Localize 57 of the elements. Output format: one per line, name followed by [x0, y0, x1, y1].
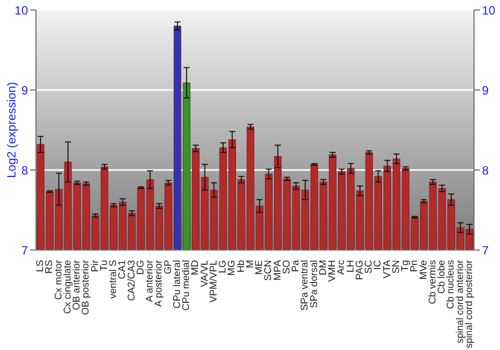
x-tick-label: MVe	[418, 259, 430, 280]
x-tick-label: LS	[35, 260, 46, 272]
x-tick-label: Pn	[409, 260, 420, 272]
x-tick-label: Pa	[290, 259, 302, 272]
x-tick-label: IC	[372, 260, 384, 270]
x-tick-label: CPu medial	[181, 260, 192, 311]
x-tick-label: DM	[318, 260, 329, 276]
x-tick-label: ventral S	[108, 260, 120, 299]
y-tick-label: 10	[14, 3, 28, 18]
x-tick-label: Tg	[400, 260, 412, 272]
x-tick-label: Tu	[98, 260, 110, 272]
x-tick-label: Cx motor	[53, 259, 64, 300]
x-tick-label: A posterior	[154, 259, 165, 307]
y2-tick-label: 10	[482, 3, 496, 18]
x-tick-label: LH	[345, 260, 356, 273]
x-tick-label: SPa dorsal	[308, 260, 320, 308]
x-tick-label: Cb vermis	[427, 260, 438, 304]
x-tick-label: MPA	[272, 260, 284, 281]
x-tick-label: M	[244, 260, 256, 268]
x-tick-label: Cb nucleus	[446, 260, 457, 310]
x-tick-label: SN	[390, 260, 402, 274]
y-tick-label: 8	[21, 163, 28, 178]
x-tick-label: A anterior	[144, 259, 156, 302]
x-tick-label: ME	[254, 260, 266, 275]
x-tick-label: CA2/CA3	[126, 259, 138, 301]
x-tick-label: CPu lateral	[172, 260, 183, 308]
y2-tick-label: 7	[482, 243, 489, 258]
x-tick-label: LG	[218, 260, 229, 274]
x-tick-label: spinal cord posterior	[464, 259, 475, 348]
x-tick-label: Arc	[336, 260, 348, 275]
y-axis-title: Log2 (expression)	[4, 82, 18, 178]
x-tick-label: CA1	[117, 260, 128, 280]
y-tick-label: 7	[21, 243, 28, 258]
y2-tick-label: 9	[482, 83, 489, 98]
y-tick-label: 9	[21, 83, 28, 98]
y2-tick-label: 8	[482, 163, 489, 178]
x-tick-label: VTA	[382, 260, 393, 278]
x-tick-label: RS	[44, 260, 56, 274]
x-tick-label: GP	[162, 260, 174, 274]
x-tick-label: VA/VL	[199, 259, 210, 288]
x-tick-label: spinal cord anterior	[454, 259, 466, 344]
x-tick-label: OB anterior	[72, 259, 83, 310]
x-tick-label: Pir	[90, 259, 101, 272]
x-tick-label: Cx cingulate	[62, 259, 74, 314]
x-tick-label: MD	[190, 260, 202, 276]
x-tick-label: VPM/VPL	[208, 259, 220, 302]
x-tick-label: SCN	[263, 260, 274, 281]
x-tick-label: OB posterior	[80, 259, 92, 315]
x-tick-label: VMH	[327, 260, 338, 282]
x-tick-label: Hb	[236, 259, 247, 273]
x-tick-label: Cb lobe	[436, 259, 448, 294]
x-tick-label: SO	[281, 260, 292, 274]
x-tick-label: SC	[364, 260, 375, 274]
x-tick-label: SPa ventral	[300, 260, 311, 311]
x-tick-label: PAG	[354, 260, 366, 280]
x-tick-label: MG	[226, 260, 238, 276]
x-tick-label: DG	[135, 260, 146, 275]
